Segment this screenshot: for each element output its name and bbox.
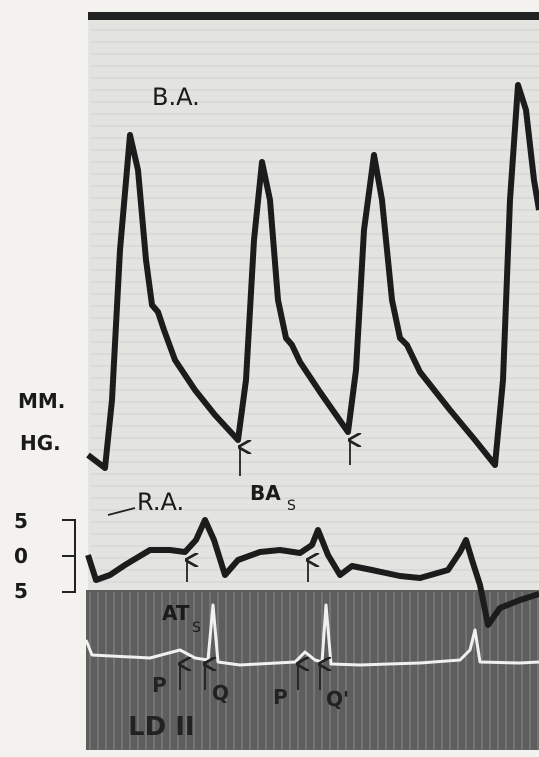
marker-label: BA — [250, 481, 281, 505]
marker-label: AT — [162, 601, 190, 625]
scale-label: 5 — [14, 509, 28, 533]
unit-label: MM. — [18, 389, 65, 413]
trace-label: B.A. — [152, 83, 200, 111]
ra-trace — [85, 517, 539, 628]
paper-area — [88, 12, 539, 592]
marker-subscript: S — [192, 620, 201, 636]
lead-label: LD II — [128, 712, 195, 742]
scale-label: 0 — [14, 544, 28, 568]
unit-label: HG. — [20, 431, 61, 455]
ecg-marker: P — [273, 685, 288, 709]
marker-subscript: S — [287, 498, 296, 514]
ecg-marker: Q' — [326, 687, 349, 711]
scale-label: 5 — [14, 579, 28, 603]
arrows — [107, 440, 350, 690]
pointer-line — [107, 507, 136, 516]
scale-bracket — [62, 519, 76, 593]
ecg-marker: Q — [212, 681, 229, 705]
ba-trace — [86, 82, 539, 471]
ecg-trace — [84, 603, 539, 667]
trace-label: R.A. — [137, 488, 184, 516]
ecg-marker: P — [152, 673, 167, 697]
top-border — [88, 12, 539, 20]
